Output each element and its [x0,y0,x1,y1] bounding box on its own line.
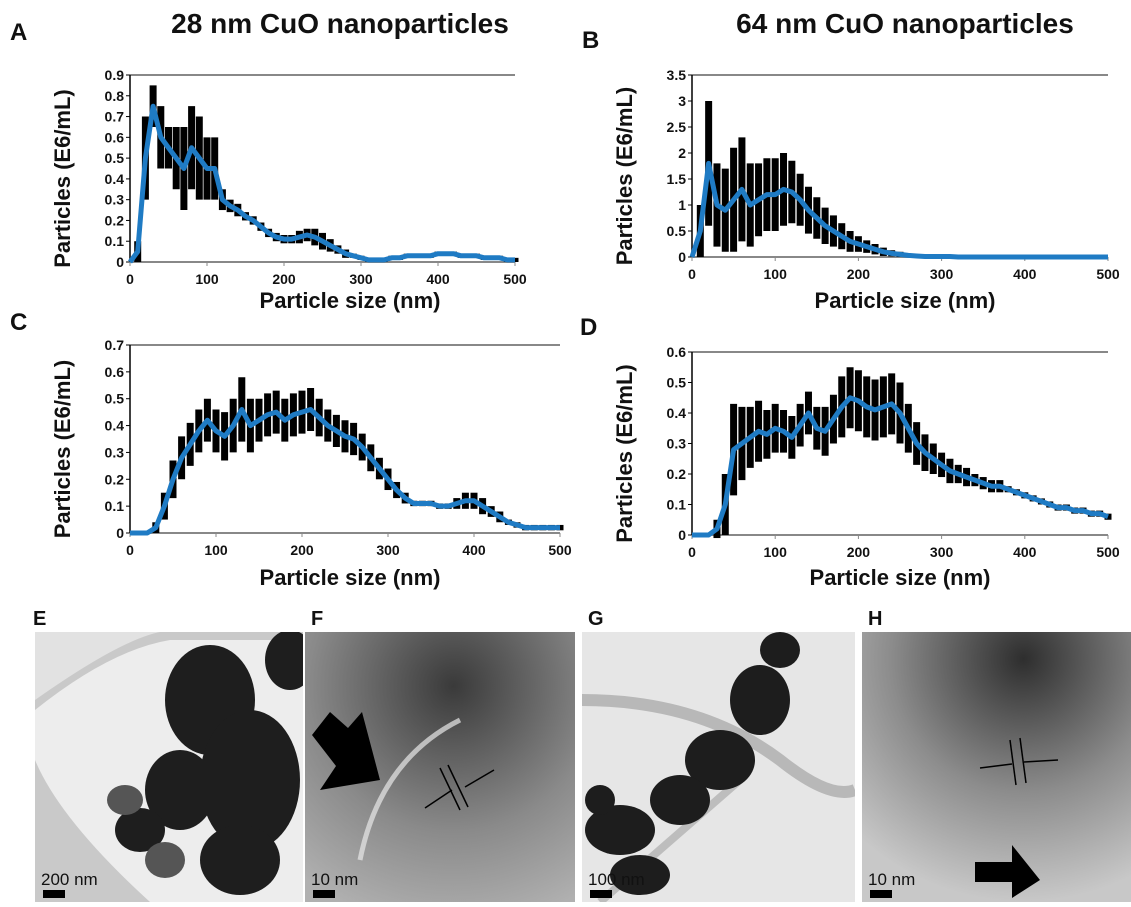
panel-label: C [10,309,27,336]
y-tick-label: 0.8 [105,88,125,104]
data-line [689,160,1108,260]
scale-bar [590,890,612,898]
x-tick-label: 0 [688,266,696,282]
y-tick-label: 0.2 [105,471,125,487]
y-tick-label: 0 [678,527,686,543]
y-tick-label: 0.1 [105,498,125,514]
x-tick-label: 300 [349,271,373,287]
chart: D 0 0.1 0.2 0.3 0.4 0.5 0.6 0 100 200 300 400 500 Part… [580,314,1120,590]
y-tick-label: 0.1 [667,497,687,513]
micrograph-g [582,632,855,902]
panel-label: A [10,19,27,46]
y-tick-label: 0 [116,254,124,270]
y-tick-label: 0.3 [105,192,125,208]
y-tick-label: 0.6 [105,129,125,145]
scale-bar-label: 200 nm [41,870,98,889]
data-line [130,407,560,536]
y-tick-label: 1.5 [667,171,687,187]
y-tick-label: 0.3 [667,436,687,452]
y-tick-label: 0.7 [105,337,125,353]
panel-label: E [33,608,46,630]
panel-label: H [868,608,882,630]
x-tick-label: 200 [272,271,296,287]
x-tick-label: 500 [1096,266,1120,282]
y-axis-label: Particles (E6/mL) [50,360,75,539]
x-tick-label: 100 [764,266,788,282]
y-tick-label: 1 [678,197,686,213]
x-tick-label: 100 [195,271,219,287]
y-tick-label: 0.5 [105,150,125,166]
x-axis-label: Particle size (nm) [815,288,996,313]
x-tick-label: 400 [462,542,486,558]
y-tick-label: 2 [678,145,686,161]
scale-bar-label: 100 nm [588,870,645,889]
panel-label: G [588,608,604,630]
y-tick-label: 0 [678,249,686,265]
x-tick-label: 500 [548,542,572,558]
x-tick-label: 100 [764,544,788,560]
x-tick-label: 300 [930,266,954,282]
y-tick-label: 0.5 [105,391,125,407]
x-tick-label: 200 [290,542,314,558]
chart: C 0 0.1 0.2 0.3 0.4 0.5 0.6 0.7 0 100 200 300 400 500 P… [10,309,572,590]
y-tick-label: 0.2 [667,466,687,482]
y-tick-label: 0.5 [667,223,687,239]
y-tick-label: 0.4 [667,405,687,421]
chart-title: 28 nm CuO nanoparticles [171,8,509,39]
micrograph-f [305,632,575,902]
x-tick-label: 0 [126,542,134,558]
x-tick-label: 500 [503,271,527,287]
micrograph-e [35,632,303,902]
y-tick-label: 0.6 [667,344,687,360]
x-axis-label: Particle size (nm) [810,565,991,590]
x-tick-label: 0 [688,544,696,560]
chart: A 28 nm CuO nanoparticles 0 0.1 0.2 0.3 0.4 0.5… [10,8,527,313]
y-tick-label: 0.7 [105,109,125,125]
panel-label: B [582,27,599,54]
micrograph-h [862,632,1131,902]
x-tick-label: 300 [376,542,400,558]
y-tick-label: 0.9 [105,67,125,83]
data-line [127,103,515,264]
x-tick-label: 400 [1013,544,1037,560]
x-axis-label: Particle size (nm) [260,565,441,590]
y-tick-label: 0.2 [105,212,125,228]
y-tick-label: 3 [678,93,686,109]
y-tick-label: 0.5 [667,375,687,391]
x-tick-label: 500 [1096,544,1120,560]
x-tick-label: 400 [1013,266,1037,282]
y-axis-label: Particles (E6/mL) [612,364,637,543]
scale-bar-label: 10 nm [868,870,915,889]
y-tick-label: 2.5 [667,119,687,135]
y-tick-label: 0.3 [105,444,125,460]
panel-label: F [311,608,323,630]
data-line [692,395,1109,538]
x-tick-label: 0 [126,271,134,287]
scale-bar-label: 10 nm [311,870,358,889]
y-tick-label: 3.5 [667,67,687,83]
scale-bar [870,890,892,898]
y-axis-label: Particles (E6/mL) [50,89,75,268]
y-axis-label: Particles (E6/mL) [612,87,637,266]
chart-title: 64 nm CuO nanoparticles [736,8,1074,39]
y-tick-label: 0.1 [105,233,125,249]
scale-bar [313,890,335,898]
x-tick-label: 200 [847,266,871,282]
panel-label: D [580,314,597,341]
y-tick-label: 0.4 [105,418,125,434]
x-tick-label: 200 [847,544,871,560]
scale-bar [43,890,65,898]
chart: B 64 nm CuO nanoparticles 0 0.5 1 1.5 2 2.5 3 3.5… [582,8,1120,313]
x-tick-label: 300 [930,544,954,560]
x-tick-label: 400 [426,271,450,287]
y-tick-label: 0 [116,525,124,541]
x-axis-label: Particle size (nm) [260,288,441,313]
x-tick-label: 100 [204,542,228,558]
y-tick-label: 0.4 [105,171,125,187]
y-tick-label: 0.6 [105,364,125,380]
